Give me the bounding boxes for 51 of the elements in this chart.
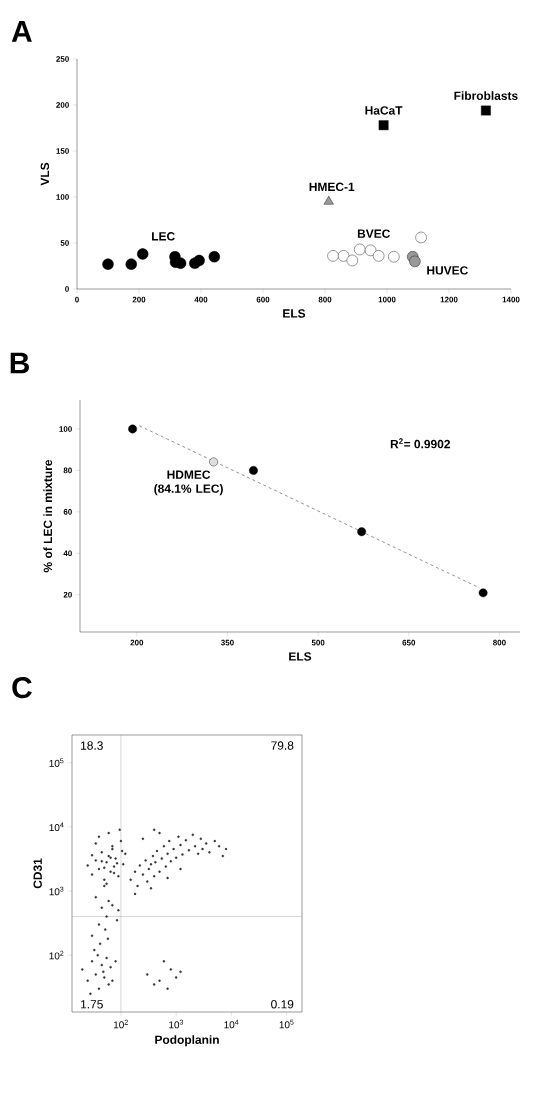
point	[102, 258, 114, 270]
point	[354, 243, 366, 256]
point	[357, 527, 367, 537]
annotation: 0.19	[271, 1000, 294, 1009]
series-label: LEC	[152, 232, 175, 241]
point	[346, 254, 358, 267]
annotation: 79.8	[271, 741, 294, 750]
point	[364, 244, 377, 257]
series-label: Fibroblasts	[454, 91, 518, 100]
point	[478, 588, 488, 598]
y-axis-title: CD31	[33, 858, 42, 889]
chart-title: C	[12, 677, 32, 699]
x-axis-title: ELS	[283, 309, 306, 318]
x-tick-label: 10$^{4}$	[224, 1019, 239, 1029]
y-tick-label: 10$^{2}$	[49, 950, 64, 960]
series-label: HDMEC (84.1% LEC)	[154, 470, 223, 496]
point	[388, 251, 400, 263]
point	[327, 250, 339, 262]
x-axis-title: ELS	[289, 652, 312, 661]
x-axis-title: Podoplanin	[155, 1035, 219, 1047]
series-label: HUVEC	[427, 266, 468, 275]
y-tick-label: 10$^{5}$	[49, 758, 64, 767]
series-label: HaCaT	[365, 106, 403, 115]
series-label: HMEC-1	[309, 182, 355, 192]
point	[337, 250, 350, 262]
y-axis-title: % of LEC in mixture	[43, 459, 53, 573]
point	[409, 255, 421, 268]
y-tick-label: 10$^{3}$	[49, 886, 64, 896]
annotation: R$^{2}$= 0.9902	[390, 438, 450, 449]
point	[208, 251, 221, 263]
y-axis-title: VLS	[40, 162, 50, 186]
point	[323, 195, 334, 205]
point	[125, 258, 137, 270]
point	[209, 457, 218, 467]
chart-title: B	[10, 352, 29, 374]
x-tick-label: 10$^{2}$	[113, 1019, 128, 1029]
x-tick-label: 10$^{3}$	[169, 1019, 184, 1029]
point	[193, 254, 205, 267]
point	[372, 250, 385, 262]
chart-title: A	[11, 21, 32, 42]
annotation: 1.75	[81, 1000, 103, 1009]
point	[137, 248, 149, 260]
y-tick-label: 10$^{4}$	[49, 822, 64, 832]
point	[249, 466, 258, 475]
point	[481, 105, 491, 116]
point	[415, 231, 427, 244]
point	[128, 424, 137, 434]
annotation: 18.3	[81, 741, 103, 750]
x-tick-label: 10$^{5}$	[279, 1019, 294, 1029]
series-label: BVEC	[357, 229, 391, 238]
point	[378, 120, 389, 131]
